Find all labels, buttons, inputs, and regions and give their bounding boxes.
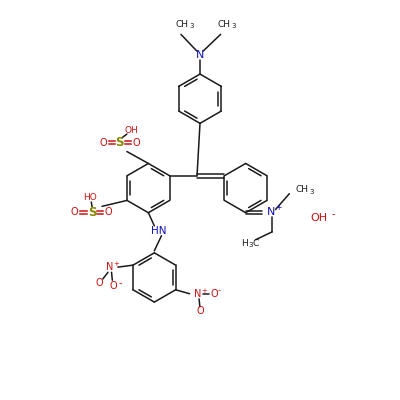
Text: O: O xyxy=(95,278,103,288)
Text: CH: CH xyxy=(176,20,189,29)
Text: -: - xyxy=(218,286,221,296)
Text: O: O xyxy=(210,289,218,299)
Text: H: H xyxy=(241,239,248,248)
Text: HN: HN xyxy=(150,226,166,236)
Text: CH: CH xyxy=(296,185,308,194)
Text: O: O xyxy=(99,138,107,148)
Text: S: S xyxy=(116,136,124,149)
Text: +: + xyxy=(113,261,119,267)
Text: N: N xyxy=(106,262,114,272)
Text: O: O xyxy=(133,138,140,148)
Text: CH: CH xyxy=(217,20,230,29)
Text: +: + xyxy=(201,288,207,294)
Text: C: C xyxy=(252,239,259,248)
Text: 3: 3 xyxy=(248,242,253,248)
Text: -: - xyxy=(118,278,122,288)
Text: 3: 3 xyxy=(232,24,236,30)
Text: OH: OH xyxy=(124,126,138,134)
Text: O: O xyxy=(197,306,204,316)
Text: N: N xyxy=(194,289,201,299)
Text: 3: 3 xyxy=(190,24,194,30)
Text: HO: HO xyxy=(83,193,97,202)
Text: O: O xyxy=(109,281,117,291)
Text: S: S xyxy=(88,206,96,219)
Text: -: - xyxy=(331,209,335,219)
Text: N: N xyxy=(196,50,204,60)
Text: OH: OH xyxy=(311,213,328,223)
Text: O: O xyxy=(70,207,78,217)
Text: N: N xyxy=(266,207,275,217)
Text: 3: 3 xyxy=(310,189,314,195)
Text: +: + xyxy=(276,204,282,212)
Text: O: O xyxy=(105,207,112,217)
